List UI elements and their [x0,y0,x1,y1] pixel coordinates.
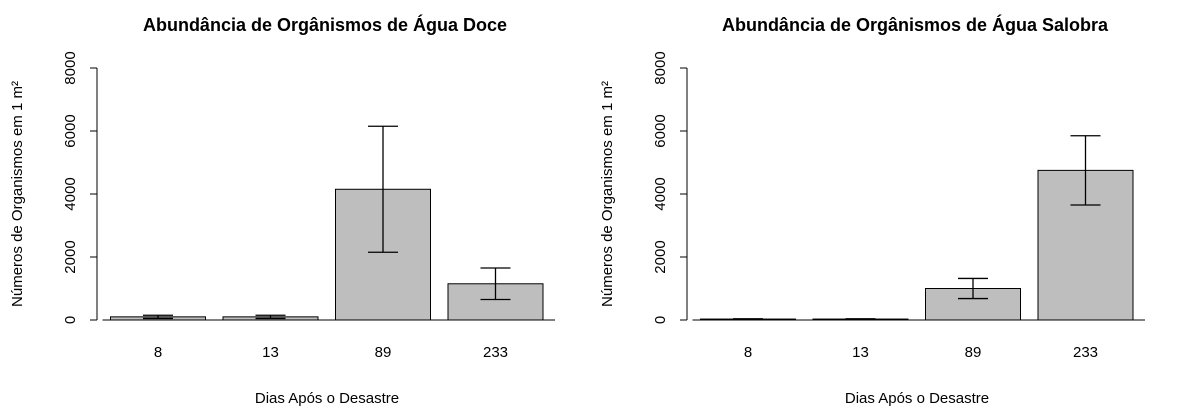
y-tick-label: 6000 [62,114,79,147]
x-tick-label: 233 [483,344,508,361]
y-axis-title: Números de Organismos em 1 m² [599,81,616,307]
y-tick-label: 8000 [62,51,79,84]
y-tick-label: 8000 [652,51,669,84]
y-tick-label: 0 [62,316,79,324]
y-tick-label: 4000 [62,177,79,210]
x-axis-title: Dias Após o Desastre [255,390,399,407]
y-tick-label: 0 [652,316,669,324]
x-tick-label: 13 [262,344,279,361]
x-axis-title: Dias Após o Desastre [845,390,989,407]
x-tick-label: 89 [965,344,982,361]
x-tick-label: 233 [1073,344,1098,361]
y-tick-label: 6000 [652,114,669,147]
x-tick-label: 13 [852,344,869,361]
x-tick-label: 8 [744,344,752,361]
chart-title: Abundância de Orgânismos de Água Doce [143,14,507,35]
y-tick-label: 4000 [652,177,669,210]
y-axis-title: Números de Organismos em 1 m² [9,81,26,307]
y-tick-label: 2000 [652,240,669,273]
x-tick-label: 89 [375,344,392,361]
chart-title: Abundância de Orgânismos de Água Salobra [722,14,1109,35]
x-tick-label: 8 [154,344,162,361]
y-tick-label: 2000 [62,240,79,273]
